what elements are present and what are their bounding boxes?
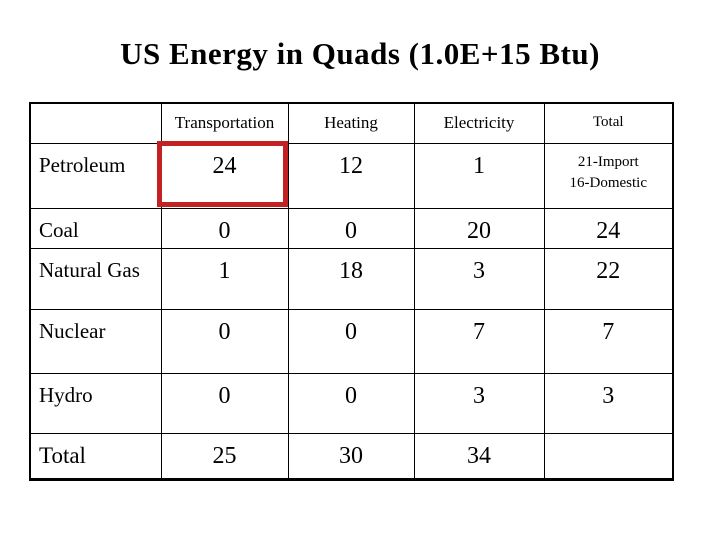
cell-natural-gas-transportation: 1	[160, 247, 289, 310]
cell-natural-gas-total: 22	[543, 247, 674, 310]
energy-table: Transportation Heating Electricity Total…	[29, 102, 674, 481]
cell-petroleum-transportation-highlighted: 24	[160, 142, 289, 209]
slide-title: US Energy in Quads (1.0E+15 Btu)	[120, 36, 600, 71]
row-petroleum: Petroleum 24 12 1 21-Import 16-Domestic	[29, 142, 674, 209]
cell-coal-transportation: 0	[160, 207, 289, 249]
row-label-petroleum: Petroleum	[29, 142, 162, 209]
cell-total-heating: 30	[287, 432, 415, 480]
cell-nuclear-heating: 0	[287, 308, 415, 374]
corner-cell	[29, 102, 162, 144]
cell-petroleum-electricity: 1	[413, 142, 545, 209]
col-header-transportation: Transportation	[160, 102, 289, 144]
col-header-total: Total	[543, 102, 674, 144]
cell-coal-total: 24	[543, 207, 674, 249]
row-label-coal: Coal	[29, 207, 162, 249]
petroleum-total-import: 21-Import	[577, 153, 639, 170]
cell-nuclear-total: 7	[543, 308, 674, 374]
petroleum-total-domestic: 16-Domestic	[569, 175, 647, 192]
cell-natural-gas-electricity: 3	[413, 247, 545, 310]
row-natural-gas: Natural Gas 1 18 3 22	[29, 247, 674, 310]
cell-total-total	[543, 432, 674, 480]
col-header-electricity: Electricity	[413, 102, 545, 144]
cell-coal-electricity: 20	[413, 207, 545, 249]
cell-coal-heating: 0	[287, 207, 415, 249]
cell-total-electricity: 34	[413, 432, 545, 480]
row-label-hydro: Hydro	[29, 372, 162, 434]
cell-nuclear-electricity: 7	[413, 308, 545, 374]
cell-natural-gas-heating: 18	[287, 247, 415, 310]
row-hydro: Hydro 0 0 3 3	[29, 372, 674, 434]
col-header-heating: Heating	[287, 102, 415, 144]
cell-hydro-electricity: 3	[413, 372, 545, 434]
cell-total-transportation: 25	[160, 432, 289, 480]
header-row: Transportation Heating Electricity Total	[29, 102, 674, 144]
row-label-natural-gas: Natural Gas	[29, 247, 162, 310]
cell-hydro-total: 3	[543, 372, 674, 434]
cell-hydro-heating: 0	[287, 372, 415, 434]
cell-nuclear-transportation: 0	[160, 308, 289, 374]
row-coal: Coal 0 0 20 24	[29, 207, 674, 249]
row-total: Total 25 30 34	[29, 432, 674, 480]
cell-petroleum-heating: 12	[287, 142, 415, 209]
row-nuclear: Nuclear 0 0 7 7	[29, 308, 674, 374]
cell-petroleum-total: 21-Import 16-Domestic	[543, 142, 674, 209]
cell-hydro-transportation: 0	[160, 372, 289, 434]
row-label-total: Total	[29, 432, 162, 480]
row-label-nuclear: Nuclear	[29, 308, 162, 374]
